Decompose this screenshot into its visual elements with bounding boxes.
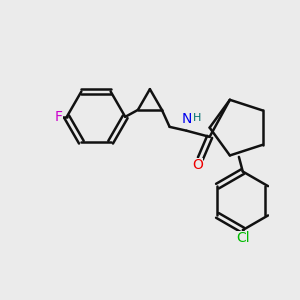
Text: F: F [55,110,63,124]
Text: Cl: Cl [236,231,250,245]
Text: H: H [193,113,201,123]
Text: N: N [182,112,192,126]
Text: O: O [192,158,203,172]
